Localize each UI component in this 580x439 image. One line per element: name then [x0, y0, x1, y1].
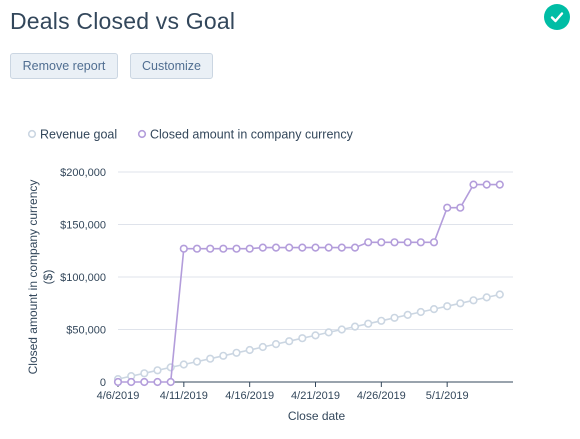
y-axis-title-line: ($): [41, 270, 55, 285]
data-point[interactable]: [350, 243, 360, 252]
series-line-1: [118, 183, 500, 383]
data-point[interactable]: [324, 243, 333, 252]
data-point[interactable]: [232, 244, 241, 253]
y-axis-title-line: Closed amount in company currency: [26, 180, 40, 375]
y-tick-label: $100,000: [60, 272, 106, 284]
data-point[interactable]: [377, 238, 386, 247]
data-point[interactable]: [311, 331, 320, 340]
x-tick-label: 5/1/2019: [426, 390, 469, 402]
data-point[interactable]: [311, 243, 320, 252]
data-point[interactable]: [153, 377, 162, 387]
data-point[interactable]: [469, 180, 478, 189]
data-point[interactable]: [245, 345, 254, 355]
legend-item[interactable]: Closed amount in company currency: [137, 128, 354, 142]
data-point[interactable]: [416, 238, 425, 247]
remove-report-button[interactable]: Remove report: [10, 53, 118, 79]
chart-grid: [118, 171, 513, 383]
data-point[interactable]: [403, 238, 412, 247]
data-point[interactable]: [324, 328, 333, 337]
data-point[interactable]: [298, 334, 307, 343]
chart-series: [113, 180, 504, 387]
data-point[interactable]: [364, 319, 373, 328]
x-tick-label: 4/26/2019: [357, 390, 406, 402]
x-axis: 4/6/2019 4/11/2019 4/16/2019 4/21/2019 4/26/…: [97, 382, 469, 402]
data-point[interactable]: [166, 377, 175, 387]
x-tick-label: 4/11/2019: [160, 390, 208, 402]
data-point[interactable]: [113, 377, 123, 387]
data-point[interactable]: [443, 302, 452, 311]
data-point[interactable]: [206, 244, 215, 253]
data-point[interactable]: [232, 348, 241, 357]
data-point[interactable]: [206, 354, 215, 363]
data-point[interactable]: [443, 203, 452, 212]
data-point[interactable]: [456, 299, 465, 308]
x-tick-label: 4/6/2019: [97, 390, 140, 402]
data-point[interactable]: [192, 244, 202, 253]
data-point[interactable]: [350, 322, 360, 331]
data-point[interactable]: [456, 203, 465, 212]
data-point[interactable]: [192, 357, 202, 366]
customize-button[interactable]: Customize: [130, 53, 213, 79]
data-point[interactable]: [258, 342, 267, 352]
y-tick-label: $50,000: [66, 325, 106, 337]
y-tick-label: 0: [100, 377, 106, 389]
data-point[interactable]: [495, 290, 504, 299]
legend-marker-icon: [27, 129, 37, 139]
data-point[interactable]: [219, 351, 228, 360]
data-point[interactable]: [140, 369, 149, 378]
legend-marker-icon: [137, 129, 147, 139]
legend-item[interactable]: Revenue goal: [27, 128, 117, 142]
data-point[interactable]: [140, 377, 149, 387]
data-point[interactable]: [469, 296, 478, 305]
data-point[interactable]: [179, 244, 188, 253]
data-point[interactable]: [285, 243, 294, 252]
x-tick-label: 4/16/2019: [225, 390, 274, 402]
data-point[interactable]: [298, 243, 307, 252]
status-badge: [544, 4, 570, 30]
data-point[interactable]: [179, 360, 188, 369]
data-point[interactable]: [271, 243, 281, 252]
y-tick-label: $150,000: [60, 220, 106, 232]
data-point[interactable]: [337, 243, 346, 252]
data-point[interactable]: [482, 293, 491, 302]
page-title: Deals Closed vs Goal: [10, 8, 236, 34]
data-point[interactable]: [219, 244, 228, 253]
data-point[interactable]: [416, 307, 425, 317]
data-point[interactable]: [245, 244, 254, 253]
data-point[interactable]: [153, 366, 162, 375]
data-point[interactable]: [337, 325, 346, 334]
data-point[interactable]: [390, 313, 399, 322]
data-point[interactable]: [429, 238, 439, 247]
data-point[interactable]: [390, 238, 399, 247]
data-point[interactable]: [403, 310, 412, 320]
data-point[interactable]: [285, 337, 294, 346]
x-axis-title: Close date: [288, 409, 346, 423]
data-point[interactable]: [271, 340, 281, 349]
legend-label: Revenue goal: [40, 128, 117, 142]
data-point[interactable]: [364, 238, 373, 247]
y-axis-title: Closed amount in company currency($): [26, 180, 55, 375]
data-point[interactable]: [377, 316, 386, 325]
data-point[interactable]: [127, 377, 136, 387]
data-point[interactable]: [258, 243, 267, 252]
checkmark-icon: [550, 12, 564, 23]
y-tick-label: $200,000: [60, 167, 106, 179]
legend-label: Closed amount in company currency: [150, 128, 354, 142]
data-point[interactable]: [482, 180, 491, 189]
y-axis: 0 $50,000 $100,000 $150,000 $200,000: [60, 167, 106, 389]
x-tick-label: 4/21/2019: [291, 390, 340, 402]
data-point[interactable]: [429, 305, 439, 314]
chart-legend: Revenue goal Closed amount in company cur…: [27, 128, 354, 142]
data-point[interactable]: [495, 180, 504, 189]
